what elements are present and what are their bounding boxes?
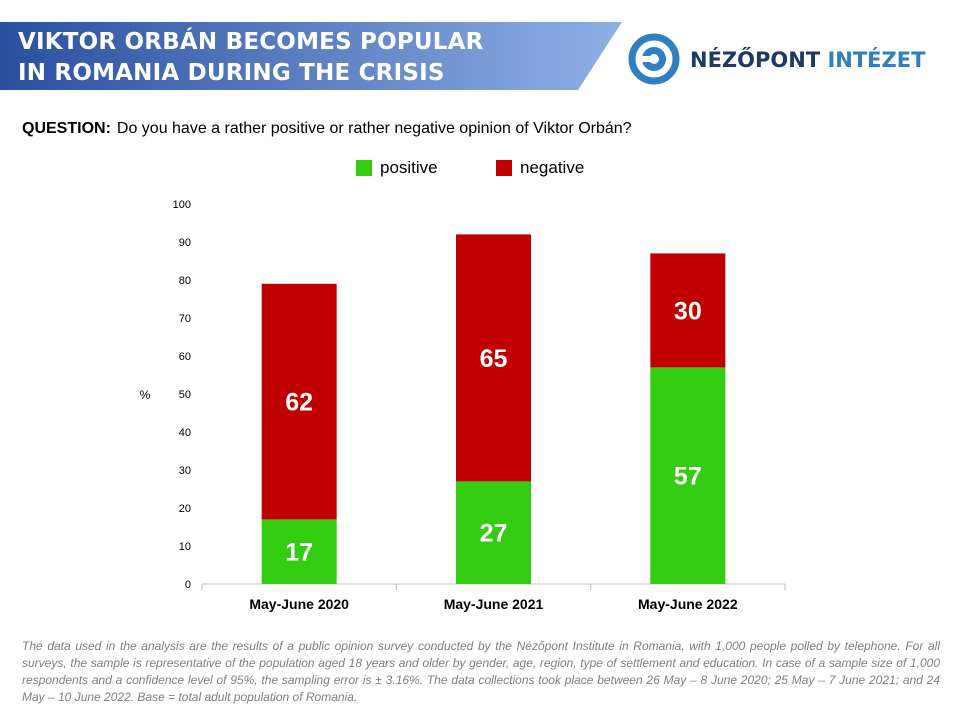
y-tick-label: 80 (179, 275, 191, 287)
logo-text-accent: INTÉZET (827, 48, 926, 72)
bar-negative (650, 253, 726, 368)
legend-item-negative: negative (496, 158, 584, 178)
x-tick-label: May-June 2020 (249, 596, 349, 612)
data-label-positive: 57 (674, 463, 702, 491)
legend-swatch-negative (496, 160, 512, 176)
legend-label-positive: positive (380, 158, 438, 177)
survey-question: QUESTION: Do you have a rather positive o… (22, 120, 632, 138)
stacked-bar-chart: 0 10 20 30 40 50 60 70 80 90 100% 17 62 May-June 2020… (140, 199, 786, 612)
y-tick-label: 40 (179, 427, 191, 439)
y-tick-label: 0 (185, 579, 191, 591)
page-title-line-2: IN ROMANIA DURING THE CRISIS (18, 60, 445, 86)
x-tick-label: May-June 2021 (444, 596, 544, 612)
logo: NÉZŐPONT INTÉZET (628, 33, 928, 89)
page-title-line-1: VIKTOR ORBÁN BECOMES POPULAR (18, 29, 484, 55)
title-banner: VIKTOR ORBÁN BECOMES POPULAR IN ROMANIA … (0, 22, 622, 90)
banner-background (0, 22, 622, 90)
legend-label-negative: negative (520, 158, 585, 177)
y-tick-label: 90 (179, 237, 191, 249)
bar-negative (261, 283, 337, 520)
legend-item-positive: positive (356, 158, 438, 178)
y-tick-label: 30 (179, 465, 191, 477)
data-label-negative: 30 (674, 297, 702, 325)
data-label-positive: 17 (285, 539, 313, 567)
question-label: QUESTION: (22, 120, 111, 137)
y-tick-label: 100 (173, 199, 191, 211)
y-tick-label: 10 (179, 541, 191, 553)
y-tick-label: 50 (179, 389, 191, 401)
question-text: Do you have a rather positive or rather … (116, 120, 632, 137)
logo-text: NÉZŐPONT INTÉZET (690, 48, 925, 72)
bar-positive (456, 481, 531, 584)
methodology-footnote: The data used in the analysis are the re… (22, 639, 940, 704)
data-label-positive: 27 (480, 520, 508, 548)
y-tick-label: 20 (179, 503, 191, 515)
y-tick-label: 60 (179, 351, 191, 363)
data-label-negative: 62 (285, 389, 313, 417)
data-label-negative: 65 (480, 345, 508, 373)
y-axis-label: % (140, 388, 151, 402)
nezopont-logo-icon (628, 33, 680, 85)
bar-positive (261, 519, 337, 584)
y-tick-label: 70 (179, 313, 191, 325)
x-tick-label: May-June 2022 (638, 596, 738, 612)
bar-negative (456, 234, 531, 482)
bar-positive (650, 367, 726, 584)
legend-swatch-positive (356, 160, 372, 176)
logo-text-primary: NÉZŐPONT (690, 48, 828, 72)
